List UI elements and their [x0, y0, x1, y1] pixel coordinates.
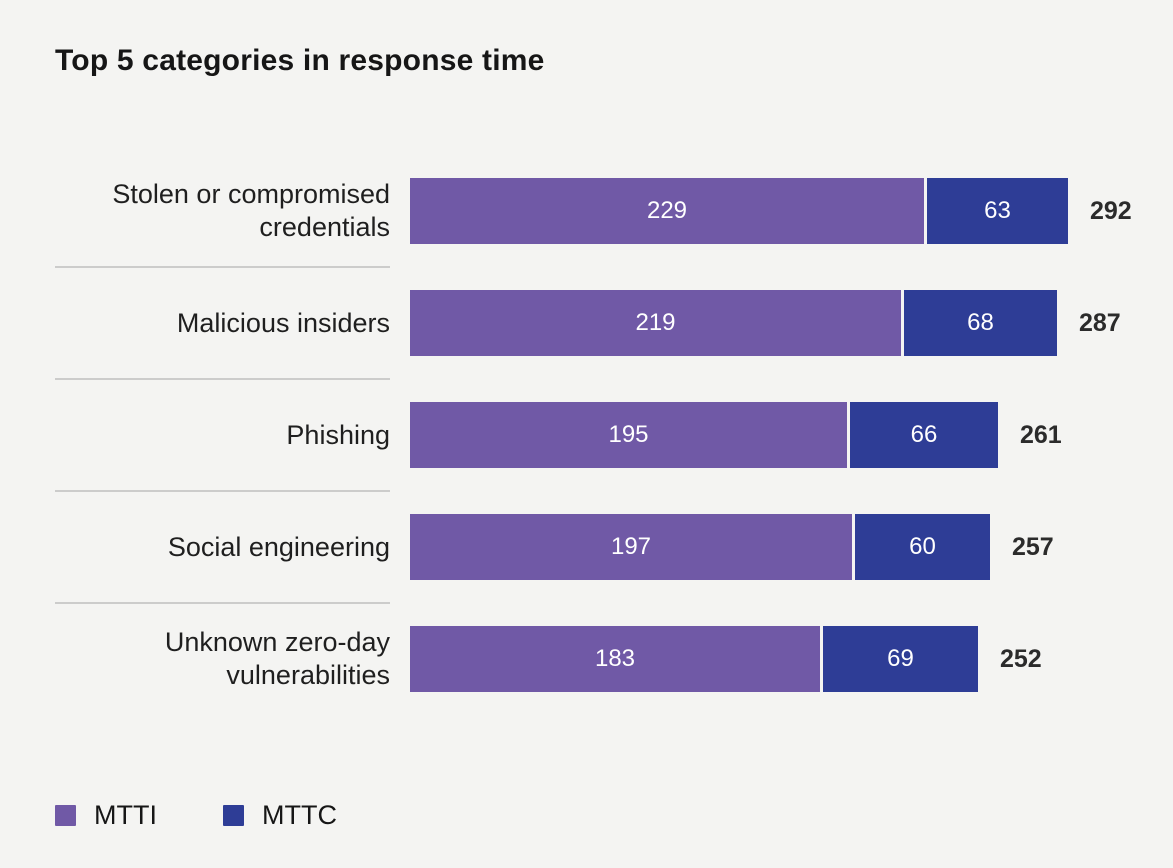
bar-segment-mttc: 68 [904, 290, 1057, 356]
segment-value: 69 [887, 645, 914, 672]
chart-legend: MTTI MTTC [55, 800, 403, 831]
bar-track: 229 63 [410, 178, 1068, 244]
segment-value: 229 [646, 197, 688, 224]
bar-track: 183 69 [410, 626, 978, 692]
category-label: Malicious insiders [176, 307, 390, 338]
legend-label: MTTI [94, 800, 157, 830]
category-label: Unknown zero-day vulnerabilities [164, 627, 390, 690]
bar-segment-mttc: 63 [927, 178, 1068, 244]
legend-swatch-icon [222, 805, 244, 826]
category-label: Social engineering [167, 531, 390, 562]
segment-value: 183 [594, 645, 636, 672]
chart-row: Malicious insiders 219 68 287 [55, 290, 1133, 356]
row-separator [55, 378, 390, 380]
total-label: 292 [1090, 196, 1132, 225]
legend-item-mttc: MTTC [222, 800, 337, 831]
bar-segment-mtti: 219 [410, 290, 901, 356]
segment-value: 60 [909, 533, 936, 560]
total-label: 257 [1012, 532, 1054, 561]
segment-value: 66 [910, 421, 938, 448]
bar-segment-mttc: 60 [855, 514, 990, 580]
legend-label: MTTC [261, 800, 337, 830]
segment-value: 195 [608, 421, 649, 448]
segment-value: 219 [635, 309, 676, 336]
segment-divider [847, 402, 850, 468]
bar-segment-mtti: 229 [410, 178, 924, 244]
segment-divider [852, 514, 855, 580]
bar-track: 197 60 [410, 514, 990, 580]
bar-segment-mtti: 183 [410, 626, 820, 692]
legend-item-mtti: MTTI [55, 800, 157, 831]
segment-value: 63 [984, 197, 1011, 224]
chart-row: Stolen or compromised credentials 229 63 29… [55, 178, 1133, 244]
category-label: Phishing [286, 419, 390, 450]
chart-title: Top 5 categories in response time [55, 44, 545, 77]
bar-track: 219 68 [410, 290, 1057, 356]
bar-segment-mttc: 66 [850, 402, 998, 468]
legend-swatch-icon [55, 805, 76, 826]
bar-track: 195 66 [410, 402, 998, 468]
total-label: 261 [1020, 420, 1062, 449]
segment-divider [901, 290, 904, 356]
chart-row: Unknown zero-day vulnerabilities 183 69 252 [55, 626, 1133, 692]
row-separator [55, 602, 390, 604]
total-label: 252 [1000, 644, 1042, 673]
chart-row: Social engineering 197 60 257 [55, 514, 1133, 580]
bar-segment-mtti: 195 [410, 402, 847, 468]
bar-segment-mtti: 197 [410, 514, 852, 580]
category-label: Stolen or compromised credentials [112, 179, 390, 242]
segment-value: 68 [967, 309, 994, 336]
segment-divider [820, 626, 823, 692]
bar-segment-mttc: 69 [823, 626, 978, 692]
segment-value: 197 [610, 533, 652, 560]
row-separator [55, 266, 390, 268]
chart-row: Phishing 195 66 261 [55, 402, 1133, 468]
total-label: 287 [1079, 308, 1121, 337]
bar-chart: Stolen or compromised credentials 229 63 29… [55, 178, 1133, 692]
row-separator [55, 490, 390, 492]
segment-divider [924, 178, 927, 244]
